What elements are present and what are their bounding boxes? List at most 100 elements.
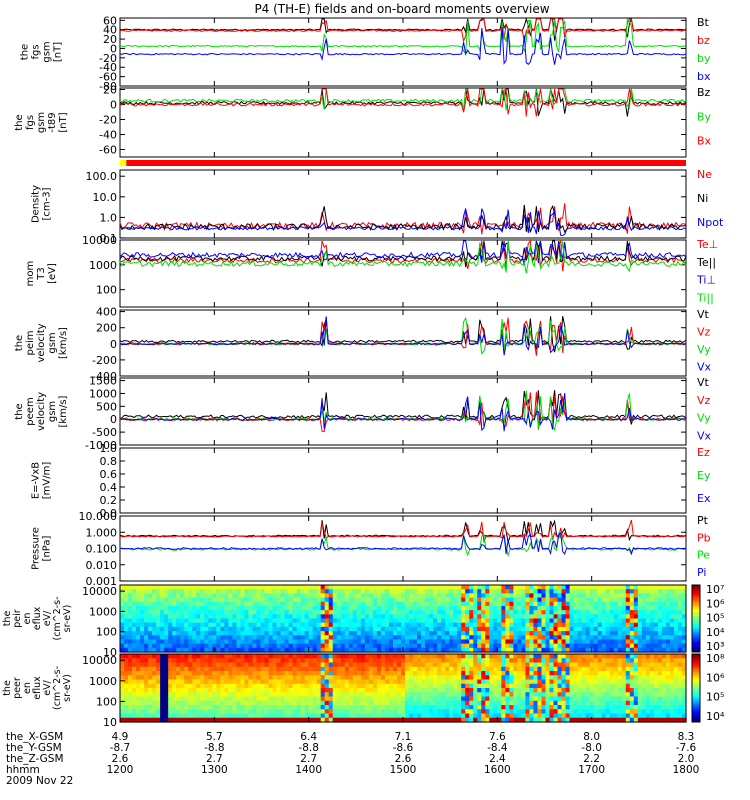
spectrogram-cell xyxy=(384,683,390,689)
spectrogram-cell xyxy=(601,654,607,659)
spectrogram-cell xyxy=(457,688,462,693)
spectrogram-cell xyxy=(292,662,298,668)
spectrogram-cell xyxy=(525,593,531,599)
spectrogram-cell xyxy=(605,635,611,641)
spectrogram-cell xyxy=(232,618,238,624)
spectrogram-cell xyxy=(441,622,446,628)
spectrogram-cell xyxy=(328,692,334,698)
spectrogram-cell xyxy=(613,585,619,590)
spectrogram-cell xyxy=(493,658,498,664)
spectrogram-cell xyxy=(677,635,683,641)
spectrogram-cell xyxy=(469,622,474,628)
spectrogram-cell xyxy=(465,675,470,681)
spectrogram-cell xyxy=(128,643,133,649)
spectrogram-cell xyxy=(469,618,474,624)
spectrogram-cell xyxy=(364,601,370,607)
spectrogram-cell xyxy=(541,626,547,632)
spectrogram-cell xyxy=(565,593,571,599)
spectrogram-cell xyxy=(425,671,430,676)
spectrogram-cell xyxy=(669,671,675,676)
spectrogram-cell xyxy=(577,705,583,710)
spectrogram-cell xyxy=(268,610,274,615)
spectrogram-cell xyxy=(144,683,149,689)
spectrogram-cell xyxy=(417,643,422,649)
spectrogram-cell xyxy=(661,647,667,653)
spectrogram-cell xyxy=(573,666,579,672)
spectrogram-cell xyxy=(649,705,655,710)
spectrogram-cell xyxy=(417,696,422,702)
spectrogram-cell xyxy=(621,713,627,719)
spectrogram-cell xyxy=(172,614,177,620)
spectrogram-cell xyxy=(561,671,567,676)
spectrogram-cell xyxy=(380,705,386,710)
spectrogram-cell xyxy=(380,696,386,702)
spectrogram-cell xyxy=(400,585,406,590)
spectrogram-cell xyxy=(557,601,563,607)
spectrogram-cell xyxy=(489,692,494,698)
spectrogram-cell xyxy=(505,614,510,620)
spectrogram-cell xyxy=(236,709,242,715)
spectrogram-cell xyxy=(212,662,217,668)
spectrogram-cell xyxy=(384,705,390,710)
spectrogram-cell xyxy=(617,631,623,636)
spectrogram-cell xyxy=(124,709,129,715)
spectrogram-cell xyxy=(184,593,189,599)
spectrogram-cell xyxy=(581,618,587,624)
spectrogram-cell xyxy=(212,601,217,607)
spectrogram-cell xyxy=(204,713,209,719)
spectrogram-cell xyxy=(653,717,659,723)
spectrogram-cell xyxy=(633,671,639,676)
spectrogram-cell xyxy=(629,654,635,659)
spectrogram-cell xyxy=(629,713,635,719)
spectrogram-cell xyxy=(585,705,591,710)
spectrogram-cell xyxy=(180,700,185,706)
spectrogram-cell xyxy=(320,671,326,676)
spectrogram-cell xyxy=(312,709,318,715)
spectrogram-cell xyxy=(172,671,177,676)
spectrogram-cell xyxy=(457,626,462,632)
spectrogram-cell xyxy=(549,593,555,599)
spectrogram-cell xyxy=(344,593,350,599)
spectrogram-cell xyxy=(509,601,514,607)
spectrogram-cell xyxy=(132,658,137,664)
spectrogram-cell xyxy=(256,675,262,681)
spectrogram-cell xyxy=(497,709,502,715)
spectrogram-cell xyxy=(481,635,486,641)
spectrogram-cell xyxy=(613,622,619,628)
spectrogram-cell xyxy=(557,658,563,664)
spectrogram-cell xyxy=(280,671,286,676)
spectrogram-cell xyxy=(256,683,262,689)
spectrogram-cell xyxy=(364,635,370,641)
colorbar-cell xyxy=(692,701,700,705)
spectrogram-cell xyxy=(156,610,161,615)
spectrogram-cell xyxy=(220,709,225,715)
spectrogram-cell xyxy=(284,671,290,676)
spectrogram-cell xyxy=(613,610,619,615)
spectrogram-cell xyxy=(332,658,338,664)
spectrogram-cell xyxy=(312,618,318,624)
spectrogram-cell xyxy=(533,597,539,603)
spectrogram-cell xyxy=(388,597,394,603)
spectrogram-cell xyxy=(437,683,442,689)
spectrogram-cell xyxy=(192,713,197,719)
spectrogram-cell xyxy=(224,658,229,664)
spectrogram-cell xyxy=(413,626,418,632)
spectrogram-cell xyxy=(148,658,153,664)
spectrogram-cell xyxy=(629,639,635,645)
colorbar-cell xyxy=(692,593,700,597)
spectrogram-cell xyxy=(621,671,627,676)
spectrogram-cell xyxy=(409,601,414,607)
spectrogram-cell xyxy=(392,705,398,710)
spectrogram-cell xyxy=(497,618,502,624)
spectrogram-cell xyxy=(409,597,414,603)
spectrogram-cell xyxy=(240,679,246,685)
spectrogram-cell xyxy=(457,671,462,676)
spectrogram-cell xyxy=(557,696,563,702)
spectrogram-cell xyxy=(128,647,133,653)
spectrogram-cell xyxy=(400,700,406,706)
spectrogram-cell xyxy=(661,614,667,620)
spectrogram-cell xyxy=(561,635,567,641)
spectrogram-cell xyxy=(669,696,675,702)
spectrogram-cell xyxy=(136,635,141,641)
